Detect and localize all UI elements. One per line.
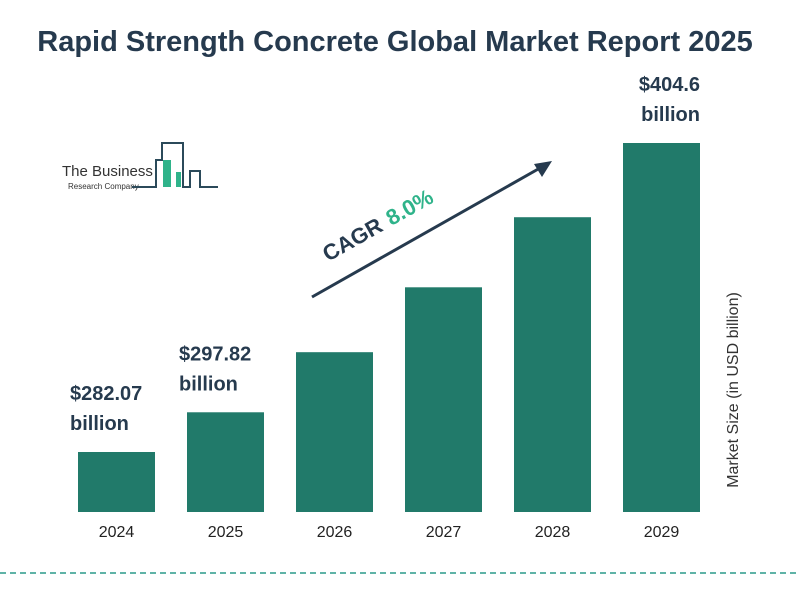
cagr-value: 8.0% — [381, 184, 437, 230]
chart-title: Rapid Strength Concrete Global Market Re… — [37, 26, 753, 58]
svg-text:The Business: The Business — [62, 163, 153, 180]
x-tick-label: 2028 — [535, 524, 571, 541]
y-axis-label: Market Size (in USD billion) — [725, 292, 742, 488]
bar-2029 — [623, 143, 700, 512]
data-label-unit: billion — [179, 373, 238, 395]
x-tick-label: 2025 — [208, 524, 244, 541]
x-tick-label: 2029 — [644, 524, 680, 541]
logo: The Business Research Company — [62, 142, 218, 191]
cagr-label: CAGR — [318, 213, 387, 267]
data-label-value: $282.07 — [70, 383, 142, 405]
bar-2026 — [296, 352, 373, 512]
x-tick-label: 2027 — [426, 524, 462, 541]
data-label-value: $404.6 — [639, 74, 700, 96]
svg-text:Research Company: Research Company — [68, 182, 139, 191]
bar-2025 — [187, 412, 264, 512]
bar-2024 — [78, 452, 155, 512]
bar-2028 — [514, 217, 591, 512]
x-tick-label: 2024 — [99, 524, 135, 541]
x-tick-label: 2026 — [317, 524, 353, 541]
data-label-unit: billion — [641, 104, 700, 126]
data-label-value: $297.82 — [179, 343, 251, 365]
svg-text:CAGR8.0%: CAGR8.0% — [318, 184, 437, 266]
bar-2027 — [405, 287, 482, 512]
data-label-unit: billion — [70, 413, 129, 435]
